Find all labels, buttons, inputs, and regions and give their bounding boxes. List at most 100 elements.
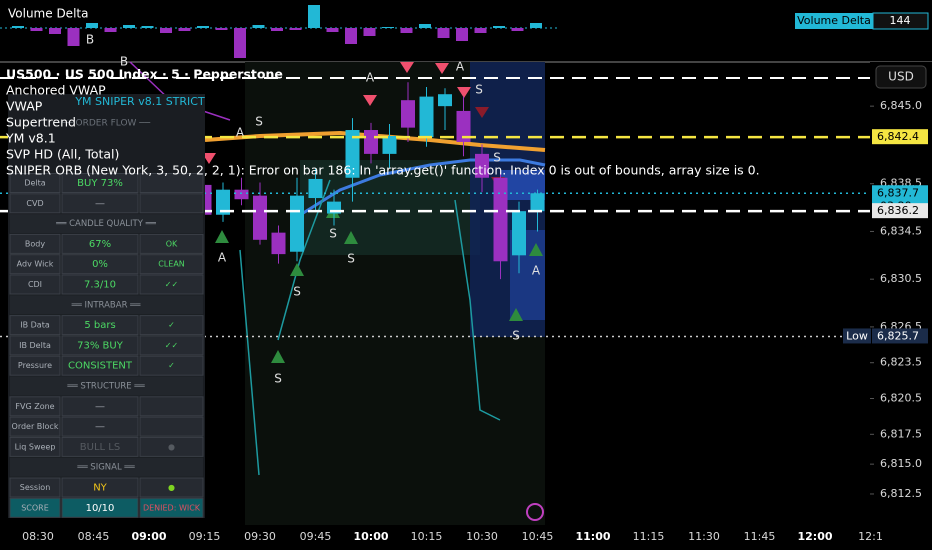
panel-cell [139,396,204,417]
indicator-name: SVP HD (All, Total) [6,147,119,162]
panel-cell-text: ✓ [168,321,175,330]
panel-cell-text: 73% BUY [77,340,124,351]
panel-cell [139,193,204,214]
volume-bar [252,25,265,28]
panel-cell [9,497,61,518]
panel-section-row [10,295,203,315]
y-tick-label: 6,812.5 [880,487,922,500]
panel-cell [9,173,61,193]
candle-body [530,193,545,212]
currency-label[interactable]: USD [888,70,914,84]
signal-label: A [456,60,465,74]
x-tick-label: 10:00 [353,530,388,543]
panel-cell-text: OK [166,239,178,248]
panel-cell [61,274,139,295]
volume-bar [30,28,43,31]
y-tick-label: 6,845.0 [880,99,922,112]
signal-label: B [86,33,94,47]
volume-bar [104,28,117,32]
panel-cell-text: BUY 73% [77,178,123,189]
volume-bar [215,28,228,30]
x-tick-label: 08:30 [22,530,54,543]
panel-cell [61,233,139,254]
signal-label: S [493,151,501,165]
x-tick-label: 09:30 [244,530,276,543]
y-tick-label: 6,815.0 [880,457,922,470]
candle-body [401,100,415,128]
price-badge [872,328,928,344]
price-badge-label: 6,837.7 [877,186,919,199]
x-tick-label: 12:1 [858,530,883,543]
volume-bar [345,28,357,44]
x-tick-label: 10:45 [522,530,554,543]
signal-label: S [329,227,337,241]
panel-cell [9,416,61,437]
badge [795,13,873,29]
panel-cell [9,335,61,356]
panel-cell [139,254,204,275]
panel-cell-text: ● [168,442,175,451]
y-tick-label: 6,823.5 [880,356,922,369]
volume-bar [289,28,302,30]
volume-bar [493,26,505,28]
volume-badge-value: 144 [890,14,911,27]
panel-cell-text: DENIED: WICK [143,503,201,512]
candle-body [382,135,397,154]
volume-title: Volume Delta [8,7,88,21]
panel-cell-text: FVG Zone [15,402,54,411]
panel-cell [61,315,139,336]
app-icon[interactable] [526,503,544,521]
signal-label: A [236,126,245,140]
panel-cell [61,477,139,498]
panel-cell [139,315,204,336]
candle-body [345,130,360,178]
volume-bar [234,28,246,58]
panel-cell [61,497,139,518]
candle-body [290,195,304,252]
y-tick-label: 6,834.5 [880,224,922,237]
volume-bar [419,24,431,28]
panel-cell [61,173,139,193]
candle-body [438,94,452,107]
panel-cell [61,355,139,376]
volume-bar [530,23,542,28]
symbol-title: US500 · US 500 Index · 5 · Pepperstone [6,67,283,82]
panel-cell-text: BULL LS [80,442,120,453]
panel-section: ══ SIGNAL ══ [76,463,135,473]
candle-body [327,201,341,214]
y-tick-label: 6,820.5 [880,392,922,405]
panel-cell [139,274,204,295]
panel-cell-text: Pressure [18,361,52,370]
panel-cell [139,335,204,356]
panel-cell [9,315,61,336]
panel-cell [61,416,139,437]
panel-section: ══ STRUCTURE ══ [66,382,145,392]
candle-body [475,153,489,178]
indicator-name: Supertrend [6,115,76,130]
x-tick-label: 10:30 [466,530,498,543]
panel-cell [9,477,61,498]
panel-cell [9,396,61,417]
volume-bar [474,28,487,33]
volume-bar [141,26,154,28]
candle-body [253,195,267,240]
panel-cell [139,436,204,457]
panel-cell [139,416,204,437]
signal-label: S [347,252,355,266]
volume-bar [400,28,413,33]
panel-cell-text: — [95,401,105,412]
panel-cell-text: ✓✓ [165,280,178,289]
signal-label: S [274,372,282,386]
panel-cell-text: Delta [24,179,45,188]
currency-button[interactable] [875,65,927,89]
volume-bar [382,27,394,28]
volume-badge-name: Volume Delta [797,14,871,27]
panel-cell-text: — [95,422,105,433]
volume-bar [326,28,339,32]
panel-cell [9,355,61,376]
volume-bar [67,28,80,46]
price-badge-label: 6,825.7 [877,329,919,342]
volume-bar [363,28,376,36]
panel-cell [139,477,204,498]
